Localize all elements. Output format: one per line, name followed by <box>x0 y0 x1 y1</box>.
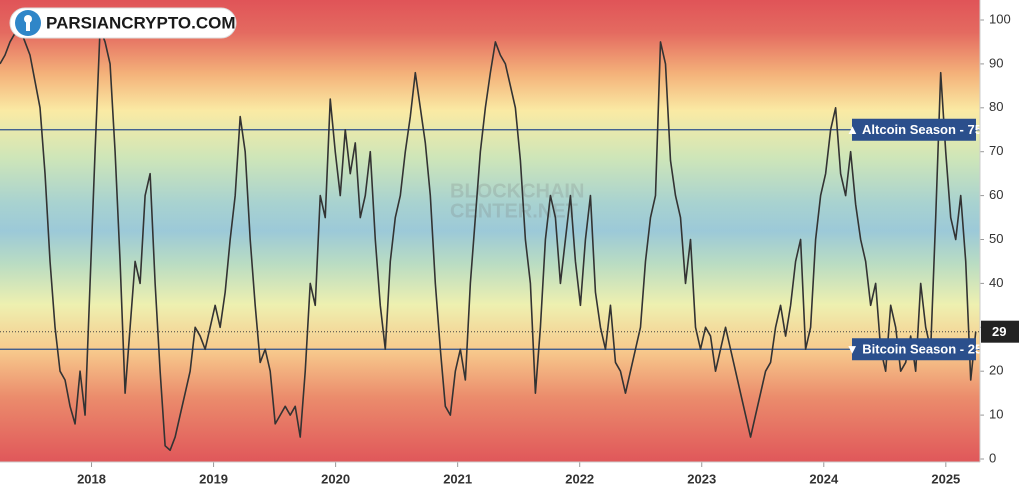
reference-label: ▲ Altcoin Season - 75 <box>846 122 982 137</box>
data-line <box>0 27 977 452</box>
x-tick-label: 2019 <box>199 471 228 486</box>
logo-box <box>9 7 237 39</box>
x-tick-label: 2018 <box>77 471 106 486</box>
logo: PARSIANCRYPTO.COM <box>9 7 237 39</box>
y-tick-label: 80 <box>989 99 1003 114</box>
x-tick-label: 2025 <box>931 471 960 486</box>
last-value-box <box>981 320 1019 343</box>
watermark: BLOCKCHAIN CENTER.NET <box>450 180 584 222</box>
y-tick-label: 20 <box>989 363 1003 378</box>
last-value-label: 29 <box>992 324 1006 339</box>
y-tick-label: 100 <box>989 11 1011 26</box>
x-tick-label: 2020 <box>321 471 350 486</box>
reference-label-box <box>852 118 976 141</box>
y-tick-label: 40 <box>989 275 1003 290</box>
y-tick-label: 0 <box>989 450 996 465</box>
x-tick-label: 2022 <box>565 471 594 486</box>
y-tick-label: 60 <box>989 187 1003 202</box>
y-tick-label: 90 <box>989 55 1003 70</box>
logo-icon <box>26 22 30 31</box>
reference-label: ▼ Bitcoin Season - 25 <box>846 342 982 357</box>
y-tick-label: 50 <box>989 231 1003 246</box>
x-tick-label: 2024 <box>809 471 839 486</box>
logo-icon <box>24 15 32 23</box>
watermark-text: CENTER.NET <box>450 200 578 222</box>
reference-label-box <box>852 338 976 361</box>
plot-background <box>0 0 980 462</box>
x-tick-label: 2023 <box>687 471 716 486</box>
logo-text: PARSIANCRYPTO.COM <box>46 13 236 32</box>
x-tick-label: 2021 <box>443 471 472 486</box>
watermark-text: BLOCKCHAIN <box>450 180 584 202</box>
y-tick-label: 70 <box>989 143 1003 158</box>
y-tick-label: 10 <box>989 407 1003 422</box>
